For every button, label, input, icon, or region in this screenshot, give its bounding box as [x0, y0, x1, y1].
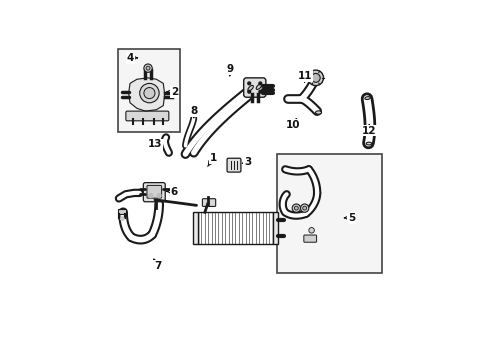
Ellipse shape [364, 96, 369, 99]
Circle shape [143, 87, 155, 99]
Circle shape [247, 82, 250, 85]
Ellipse shape [366, 142, 371, 145]
FancyBboxPatch shape [125, 111, 168, 121]
Text: 1: 1 [207, 153, 216, 166]
Bar [193, 212, 198, 244]
Circle shape [302, 206, 306, 210]
Bar [117, 49, 180, 132]
Circle shape [300, 204, 308, 212]
Text: 13: 13 [147, 139, 162, 149]
Text: 10: 10 [285, 118, 299, 130]
Circle shape [259, 90, 261, 93]
Circle shape [146, 66, 150, 70]
FancyBboxPatch shape [146, 185, 162, 198]
Ellipse shape [315, 111, 321, 114]
Text: 8: 8 [190, 106, 197, 117]
Circle shape [311, 73, 320, 82]
Circle shape [140, 84, 159, 103]
Text: 3: 3 [242, 157, 251, 167]
Text: 9: 9 [226, 64, 233, 76]
Text: 7: 7 [153, 259, 161, 270]
Text: 2: 2 [166, 87, 178, 97]
FancyBboxPatch shape [226, 158, 241, 172]
Bar [276, 154, 382, 273]
Text: 5: 5 [344, 213, 355, 223]
FancyBboxPatch shape [118, 209, 126, 214]
FancyBboxPatch shape [202, 199, 215, 207]
Circle shape [247, 90, 250, 93]
Circle shape [308, 228, 314, 233]
Bar [198, 212, 272, 244]
Circle shape [294, 206, 298, 210]
FancyBboxPatch shape [143, 183, 165, 202]
Circle shape [307, 70, 323, 86]
Text: 4: 4 [126, 53, 137, 63]
Text: 11: 11 [297, 71, 311, 82]
Ellipse shape [247, 85, 253, 91]
Text: 6: 6 [166, 186, 178, 197]
Text: 12: 12 [361, 125, 376, 135]
Circle shape [143, 64, 152, 72]
FancyBboxPatch shape [303, 235, 316, 242]
Ellipse shape [256, 84, 261, 89]
Bar [272, 212, 277, 244]
Circle shape [157, 193, 161, 198]
Polygon shape [128, 78, 164, 111]
Circle shape [148, 193, 153, 198]
Circle shape [292, 204, 300, 212]
Circle shape [259, 82, 261, 85]
Circle shape [120, 217, 124, 221]
FancyBboxPatch shape [243, 78, 265, 97]
